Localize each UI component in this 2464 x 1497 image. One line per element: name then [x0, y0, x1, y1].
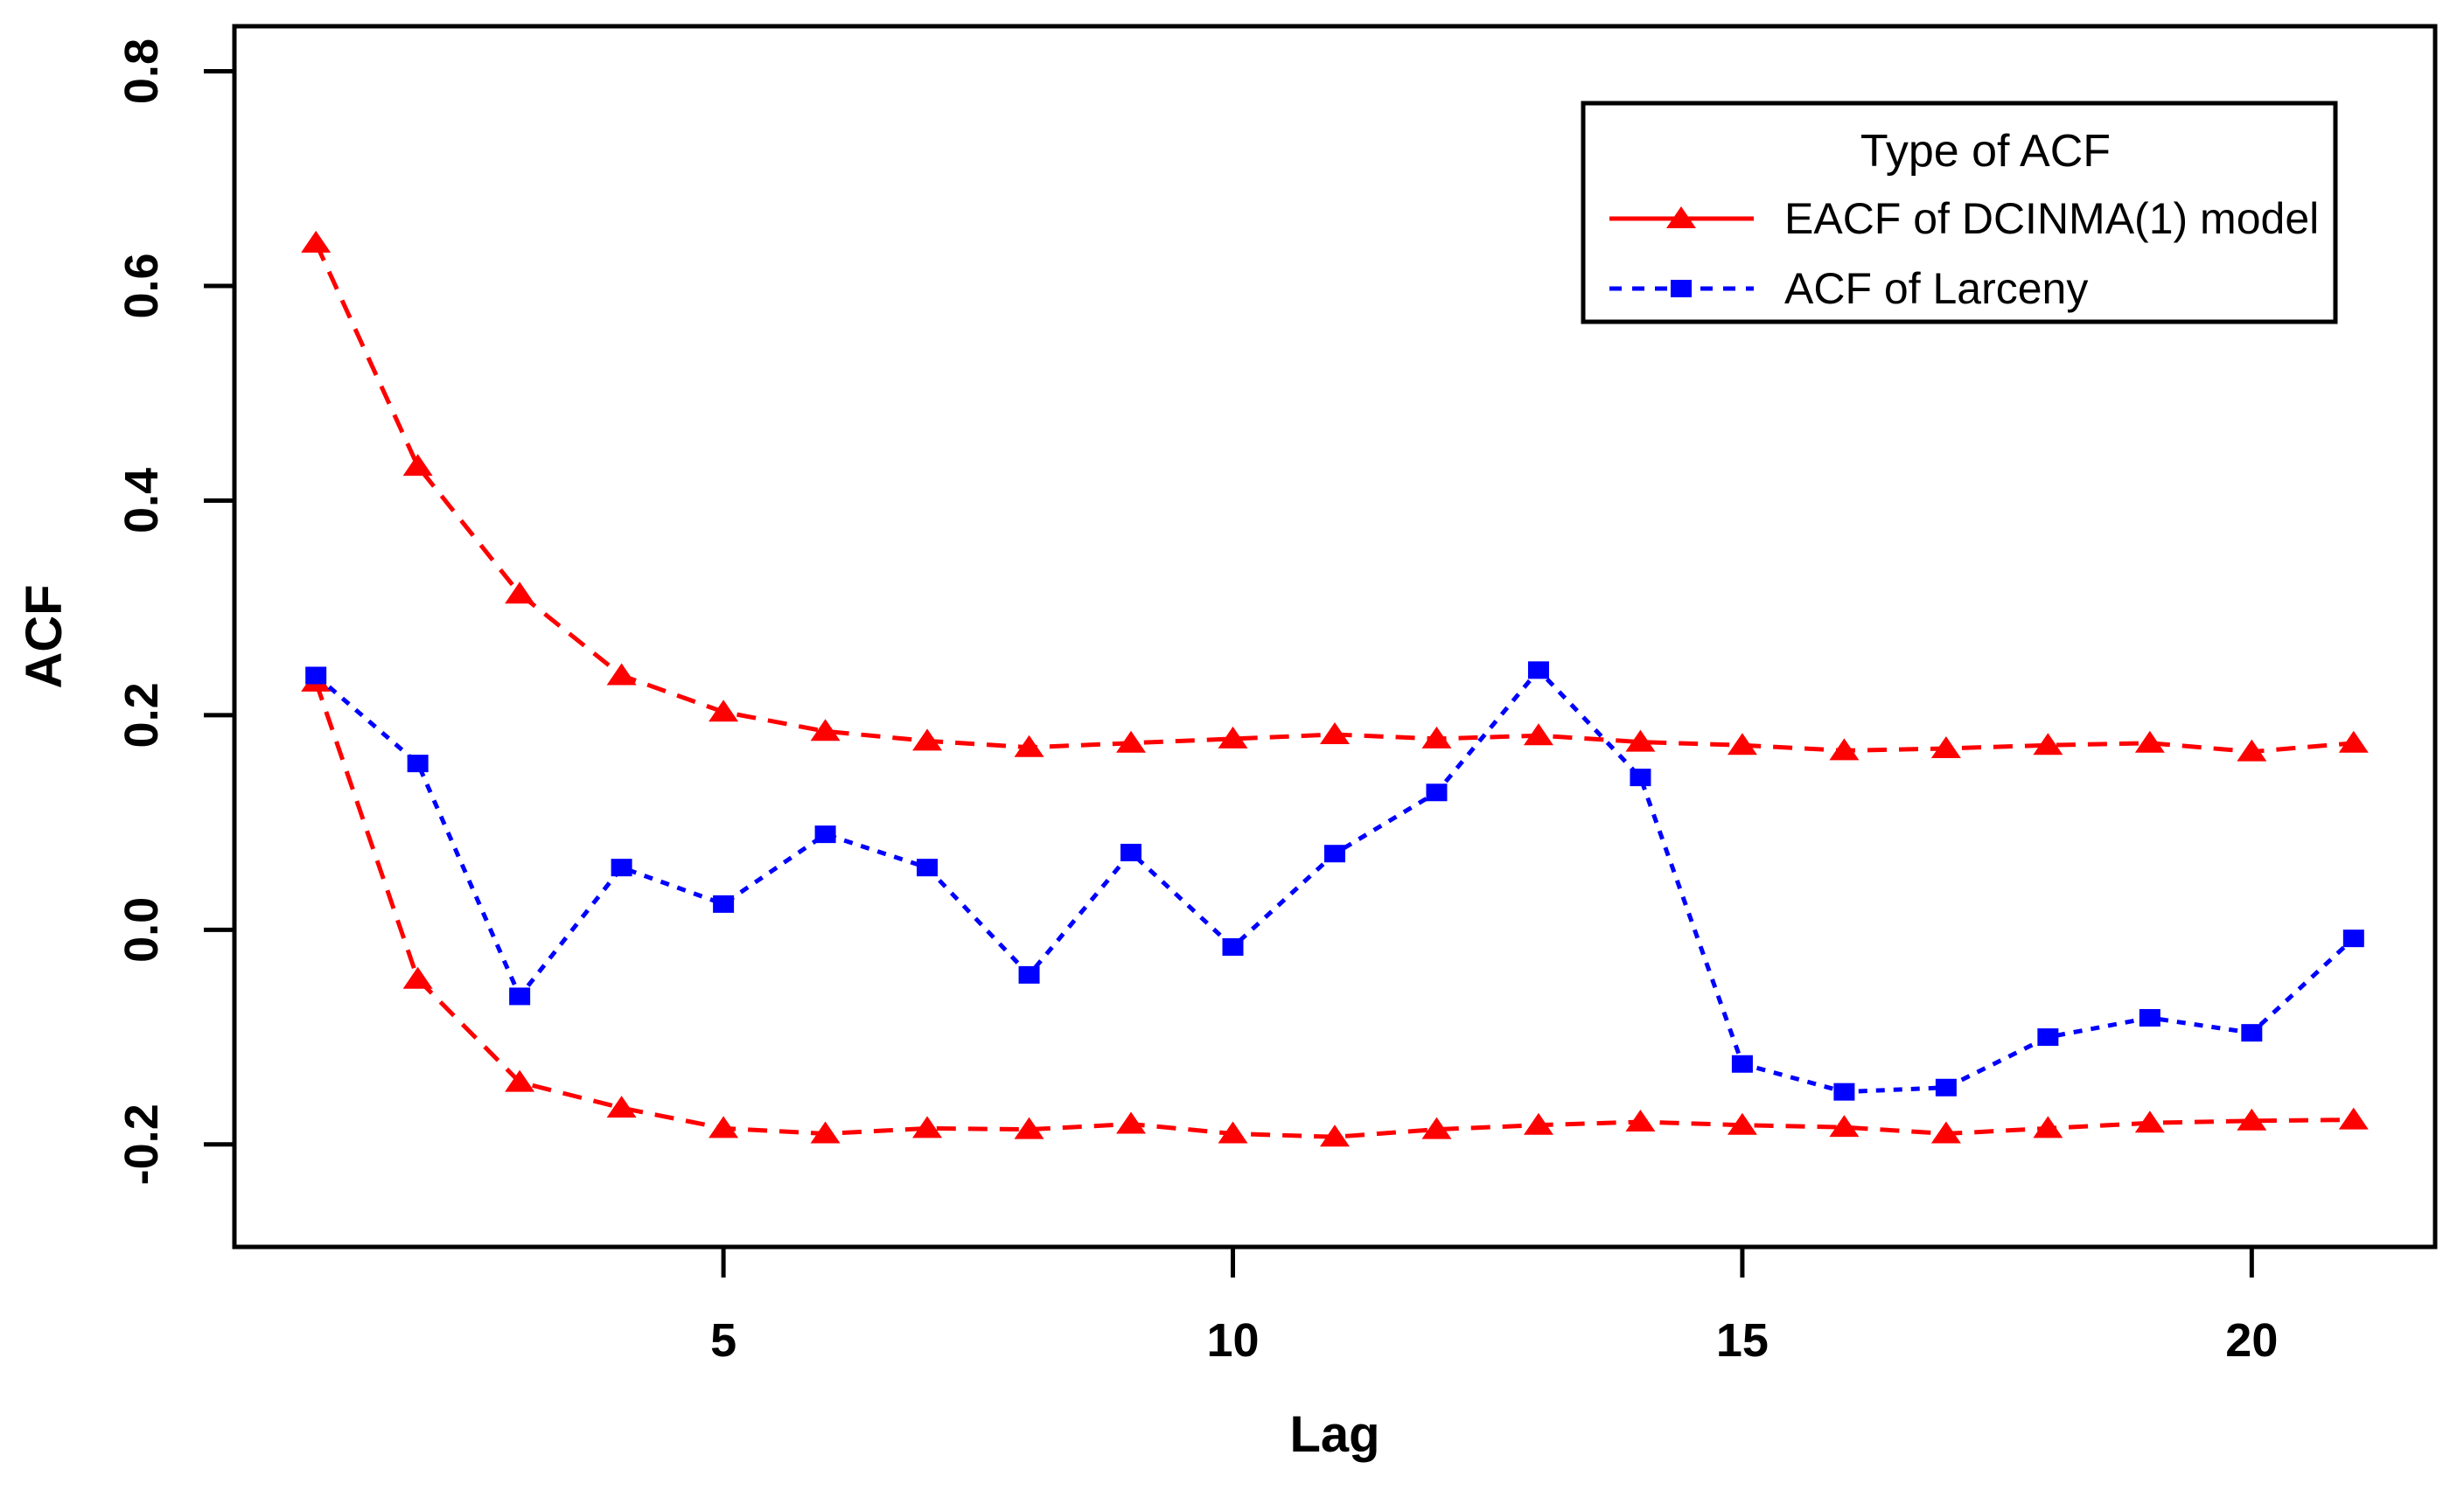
- eacf-lower-line: [313, 681, 2354, 1139]
- legend-entry: ACF of Larceny: [1609, 264, 2088, 313]
- plot-area-border: [232, 24, 2438, 1250]
- eacf-lower-marker: [912, 1116, 943, 1138]
- legend-square-icon: [1671, 280, 1692, 297]
- acf-larceny-marker: [1222, 937, 1244, 956]
- eacf-upper-marker: [1930, 735, 1961, 758]
- acf-larceny-marker: [1833, 1083, 1855, 1101]
- eacf-upper-marker: [1320, 721, 1350, 744]
- y-tick-label: 0.8: [115, 38, 168, 104]
- acf-larceny-marker: [2342, 930, 2364, 948]
- x-tick-label: 15: [1716, 1314, 1769, 1367]
- eacf-lower-marker: [2134, 1111, 2165, 1133]
- acf-larceny-marker: [2037, 1028, 2059, 1047]
- y-tick-label: -0.2: [115, 1104, 168, 1185]
- x-axis: 5 10 15 20: [710, 1247, 2278, 1367]
- eacf-lower-marker: [505, 1069, 535, 1092]
- eacf-lower-marker: [1320, 1124, 1350, 1147]
- legend: Type of ACF EACF of DCINMA(1) model ACF o…: [1581, 101, 2338, 324]
- acf-larceny-marker: [611, 859, 632, 877]
- eacf-lower-marker: [1116, 1111, 1147, 1134]
- acf-larceny-marker: [1324, 845, 1345, 863]
- acf-larceny-marker: [1018, 965, 1040, 984]
- eacf-lower-marker: [2338, 1107, 2369, 1130]
- eacf-upper-marker: [301, 230, 332, 253]
- eacf-lower-marker: [606, 1096, 637, 1118]
- x-tick-label: 5: [710, 1314, 736, 1367]
- eacf-lower-marker: [810, 1121, 841, 1144]
- eacf-upper-marker: [2338, 730, 2369, 753]
- acf-larceny-marker: [1630, 769, 1651, 787]
- acf-larceny-marker: [1731, 1055, 1753, 1073]
- legend-triangle-icon: [1666, 206, 1696, 228]
- legend-entry: EACF of DCINMA(1) model: [1609, 194, 2319, 243]
- acf-larceny-marker: [1527, 661, 1549, 679]
- eacf-lower-marker: [1829, 1115, 1860, 1138]
- eacf-upper-marker: [1421, 726, 1452, 748]
- data-series: [301, 230, 2369, 1147]
- eacf-upper-marker: [1727, 733, 1757, 755]
- acf-larceny-marker: [713, 895, 735, 913]
- eacf-upper-marker: [1014, 735, 1044, 757]
- eacf-upper-marker: [505, 581, 535, 604]
- y-axis-title: ACF: [16, 584, 73, 688]
- y-tick-label: 0.2: [115, 682, 168, 748]
- acf-larceny-marker: [2139, 1008, 2160, 1027]
- acf-larceny-marker: [1120, 843, 1142, 861]
- eacf-upper-marker: [1116, 730, 1147, 753]
- eacf-upper-marker: [2134, 730, 2165, 753]
- y-axis: -0.2 0.0 0.2 0.4 0.6 0.8: [115, 38, 234, 1185]
- eacf-lower-marker: [402, 966, 433, 989]
- eacf-upper-marker: [1218, 726, 1248, 748]
- legend-entry-label: ACF of Larceny: [1784, 264, 2088, 313]
- eacf-upper-marker: [912, 728, 943, 751]
- acf-larceny-marker: [1935, 1078, 1957, 1097]
- x-tick-label: 20: [2225, 1314, 2278, 1367]
- y-tick-label: 0.6: [115, 253, 168, 318]
- x-tick-label: 10: [1206, 1314, 1259, 1367]
- eacf-lower-marker: [1930, 1121, 1961, 1144]
- acf-larceny-marker: [305, 666, 327, 685]
- eacf-lower-marker: [1014, 1117, 1044, 1139]
- eacf-upper-marker: [1625, 729, 1656, 752]
- eacf-lower-marker: [1218, 1121, 1248, 1144]
- y-tick-label: 0.4: [115, 468, 168, 533]
- eacf-lower-marker: [1523, 1112, 1553, 1135]
- eacf-lower-marker: [2033, 1116, 2063, 1138]
- eacf-lower-marker: [1421, 1117, 1452, 1139]
- eacf-upper-marker: [1829, 738, 1860, 761]
- acf-larceny-marker: [1426, 783, 1448, 802]
- x-axis-title: Lag: [1289, 1406, 1379, 1463]
- eacf-lower-marker: [1625, 1110, 1656, 1132]
- acf-larceny-marker: [509, 987, 531, 1006]
- legend-entries: EACF of DCINMA(1) model ACF of Larceny: [1609, 194, 2319, 313]
- legend-entry-label: EACF of DCINMA(1) model: [1784, 194, 2319, 243]
- eacf-upper-marker: [2237, 739, 2267, 762]
- acf-larceny-marker: [814, 825, 836, 844]
- eacf-upper-marker: [810, 719, 841, 742]
- eacf-lower-marker: [2237, 1108, 2267, 1131]
- acf-larceny-marker: [2241, 1024, 2263, 1042]
- acf-larceny-marker: [407, 755, 429, 773]
- eacf-upper-marker: [708, 700, 739, 722]
- legend-title: Type of ACF: [1860, 126, 2111, 177]
- eacf-upper-marker: [606, 663, 637, 686]
- eacf-lower-marker: [1727, 1112, 1757, 1135]
- acf-larceny-marker: [917, 859, 939, 877]
- legend-border: [1581, 101, 2338, 324]
- eacf-lower-marker: [708, 1116, 739, 1138]
- eacf-upper-marker: [1523, 723, 1553, 746]
- y-tick-label: 0.0: [115, 897, 168, 963]
- eacf-upper-marker: [2033, 733, 2063, 755]
- eacf-upper-marker: [402, 454, 433, 477]
